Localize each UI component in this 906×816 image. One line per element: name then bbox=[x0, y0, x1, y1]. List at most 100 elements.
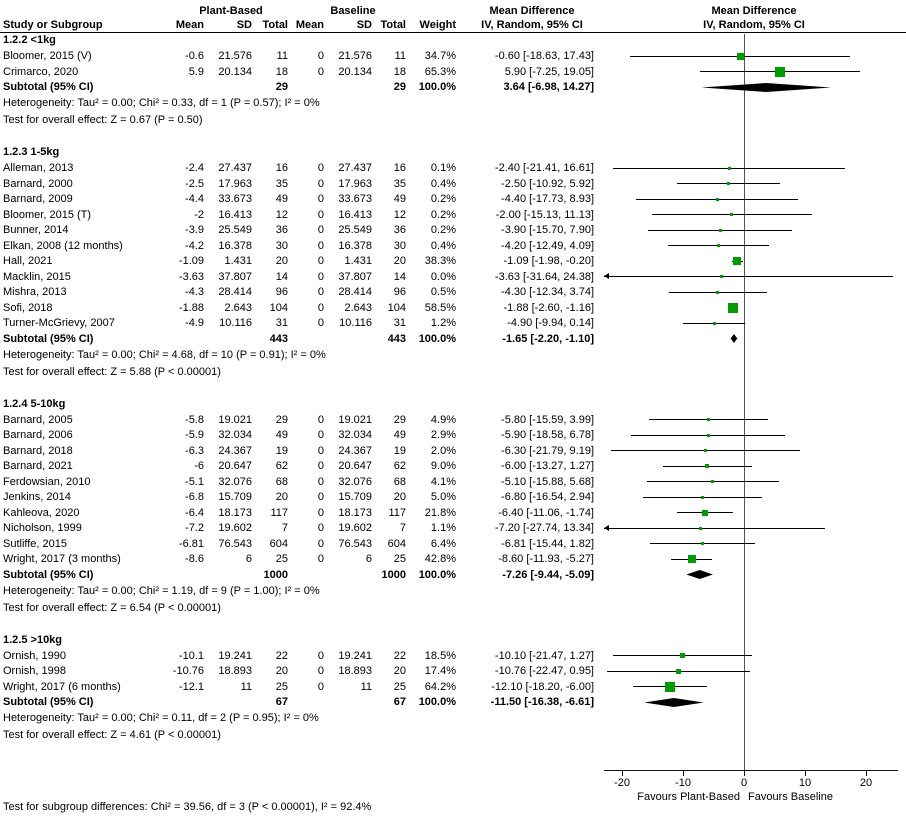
treatment-sd: 21.576 bbox=[218, 50, 252, 63]
weight-value: 0.2% bbox=[430, 208, 456, 221]
treatment-mean: -3.9 bbox=[185, 224, 204, 237]
study-label: Bunner, 2014 bbox=[3, 224, 69, 237]
treatment-total: 49 bbox=[275, 429, 288, 442]
control-total: 67 bbox=[393, 696, 406, 709]
treatment-total: 68 bbox=[275, 475, 288, 488]
treatment-mean: -2.4 bbox=[185, 162, 204, 175]
treatment-total: 29 bbox=[275, 413, 288, 426]
ci-text: -7.20 [-27.74, 13.34] bbox=[494, 522, 594, 535]
treatment-sd: 32.034 bbox=[218, 429, 252, 442]
subtotal-diamond bbox=[701, 82, 832, 92]
ci-plot bbox=[602, 664, 906, 680]
ci-text: -4.40 [-17.73, 8.93] bbox=[501, 193, 594, 206]
treatment-total: 36 bbox=[275, 224, 288, 237]
treatment-sd: 19.021 bbox=[218, 413, 252, 426]
treatment-sd: 20.134 bbox=[218, 65, 252, 78]
treatment-total: 22 bbox=[275, 649, 288, 662]
ci-text: -7.26 [-9.44, -5.09] bbox=[502, 568, 594, 581]
ci-text: -10.76 [-22.47, 0.95] bbox=[494, 665, 594, 678]
control-mean: 0 bbox=[317, 286, 324, 299]
axis-tick-label: -20 bbox=[614, 777, 630, 789]
control-mean: 0 bbox=[317, 491, 324, 504]
weight-value: 64.2% bbox=[424, 680, 456, 693]
control-sd: 2.643 bbox=[344, 301, 372, 314]
study-row: Nicholson, 1999 -7.2 19.602 7 0 19.602 7 1.1% -7… bbox=[0, 521, 906, 537]
control-mean: 0 bbox=[317, 317, 324, 330]
treatment-total: 31 bbox=[275, 317, 288, 330]
study-row: Barnard, 2021 -6 20.647 62 0 20.647 62 9.0% -6.0… bbox=[0, 459, 906, 475]
ci-text: -4.20 [-12.49, 4.09] bbox=[501, 239, 594, 252]
subgroup-title: 1.2.2 <1kg bbox=[3, 34, 56, 46]
zero-effect-line bbox=[744, 34, 745, 770]
subtotal-label: Subtotal (95% CI) bbox=[3, 568, 94, 581]
control-total: 117 bbox=[388, 506, 406, 519]
control-total: 18 bbox=[393, 65, 406, 78]
study-row: Macklin, 2015 -3.63 37.807 14 0 37.807 14 0.0% -… bbox=[0, 269, 906, 285]
effect-square bbox=[712, 321, 716, 325]
treatment-total: 20 bbox=[275, 491, 288, 504]
treatment-mean-header: Mean bbox=[175, 19, 204, 31]
subtotal-row: Subtotal (95% CI) 29 29 100.0% 3.64 [-6.98, … bbox=[0, 80, 906, 96]
treatment-mean: -7.2 bbox=[185, 522, 204, 535]
treatment-sd: 76.543 bbox=[218, 537, 252, 550]
study-row: Sutliffe, 2015 -6.81 76.543 604 0 76.543 604 6.… bbox=[0, 536, 906, 552]
effect-square bbox=[700, 542, 704, 546]
ci-text: -12.10 [-18.20, -6.00] bbox=[491, 680, 594, 693]
study-label: Turner-McGrievy, 2007 bbox=[3, 317, 115, 330]
ci-line bbox=[604, 527, 826, 529]
control-sd: 32.034 bbox=[338, 429, 372, 442]
study-row: Bloomer, 2015 (T) -2 16.413 12 0 16.413 12 0.2%… bbox=[0, 207, 906, 223]
subgroup-title: 1.2.4 5-10kg bbox=[3, 397, 66, 410]
control-total: 96 bbox=[393, 286, 406, 299]
control-mean: 0 bbox=[317, 429, 324, 442]
control-total: 16 bbox=[393, 162, 406, 175]
heterogeneity-text: Heterogeneity: Tau² = 0.00; Chi² = 0.11,… bbox=[3, 712, 319, 724]
weight-value: 2.9% bbox=[430, 429, 456, 442]
ci-text: -3.63 [-31.64, 24.38] bbox=[494, 270, 594, 283]
heterogeneity-text: Heterogeneity: Tau² = 0.00; Chi² = 4.68,… bbox=[3, 348, 326, 361]
control-total: 604 bbox=[387, 537, 406, 550]
study-label: Jenkins, 2014 bbox=[3, 491, 71, 504]
weight-value: 42.8% bbox=[424, 553, 456, 566]
effect-square bbox=[733, 257, 742, 266]
control-mean: 0 bbox=[317, 50, 324, 63]
weight-value: 21.8% bbox=[424, 506, 456, 519]
control-mean: 0 bbox=[317, 475, 324, 488]
control-mean: 0 bbox=[317, 301, 324, 314]
treatment-sd: 11 bbox=[240, 680, 252, 693]
effect-square bbox=[730, 213, 734, 217]
effect-square bbox=[720, 275, 724, 279]
ci-text: -3.90 [-15.70, 7.90] bbox=[501, 224, 594, 237]
subtotal-diamond bbox=[730, 334, 738, 343]
treatment-mean: -0.6 bbox=[185, 50, 204, 63]
control-mean: 0 bbox=[317, 239, 324, 252]
control-sd: 21.576 bbox=[338, 50, 372, 63]
control-total: 14 bbox=[393, 270, 406, 283]
control-sd: 37.807 bbox=[338, 270, 372, 283]
study-label: Elkan, 2008 (12 months) bbox=[3, 239, 123, 252]
effect-square bbox=[698, 526, 702, 530]
ci-plot bbox=[602, 238, 906, 254]
ci-text: -4.30 [-12.34, 3.74] bbox=[501, 286, 594, 299]
baseline-group-header: Baseline bbox=[330, 4, 376, 17]
study-row: Barnard, 2005 -5.8 19.021 29 0 19.021 29 4.9% -5… bbox=[0, 412, 906, 428]
ci-plot bbox=[602, 331, 906, 347]
ci-text: -5.80 [-15.59, 3.99] bbox=[501, 413, 594, 426]
ci-plot bbox=[602, 459, 906, 475]
effect-square bbox=[707, 418, 711, 422]
subgroup-difference-test: Test for subgroup differences: Chi² = 39… bbox=[3, 801, 372, 813]
treatment-total: 20 bbox=[275, 255, 288, 268]
study-row: Barnard, 2009 -4.4 33.673 49 0 33.673 49 0.2% -4… bbox=[0, 192, 906, 208]
control-mean: 0 bbox=[317, 444, 324, 457]
study-row: Turner-McGrievy, 2007 -4.9 10.116 31 0 10.116… bbox=[0, 316, 906, 332]
weight-value: 0.5% bbox=[430, 286, 456, 299]
mean-difference-plot-header: Mean Difference bbox=[711, 4, 797, 17]
forest-rows: 1.2.2 <1kg Bloomer, 2015 (V) -0.6 21.576 11 0… bbox=[0, 33, 906, 744]
weight-value: 0.4% bbox=[430, 177, 456, 190]
study-label: Barnard, 2009 bbox=[3, 193, 73, 206]
treatment-total: 12 bbox=[275, 208, 288, 221]
ci-plot bbox=[602, 474, 906, 490]
axis-line bbox=[604, 770, 898, 771]
treatment-mean: -1.88 bbox=[178, 301, 204, 314]
subtotal-label: Subtotal (95% CI) bbox=[3, 332, 94, 345]
